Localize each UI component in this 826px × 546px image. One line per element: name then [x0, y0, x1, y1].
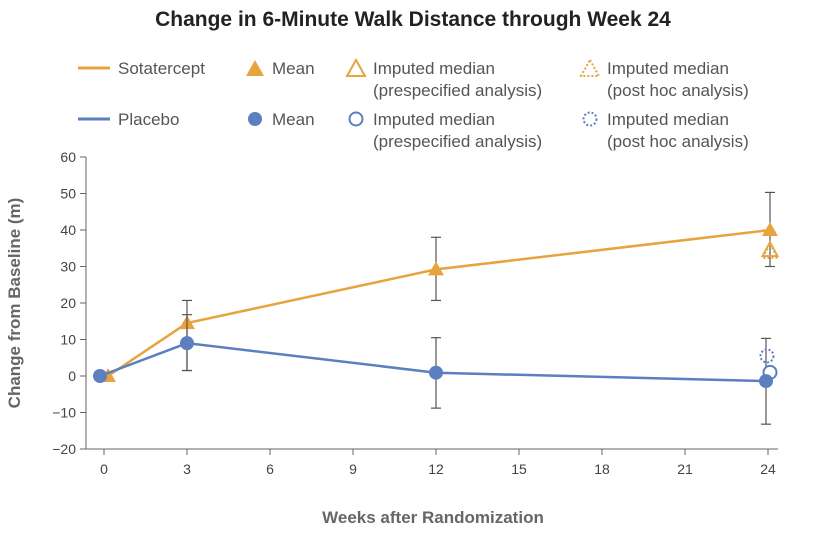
y-tick-label: −10	[52, 405, 76, 421]
legend-sotatercept-mean-marker	[246, 60, 264, 76]
x-tick-label: 21	[677, 461, 693, 477]
x-tick-label: 24	[760, 461, 776, 477]
legend-placebo-mean-marker	[248, 112, 262, 126]
legend-placebo-posthoc-imputed-label: Imputed median	[607, 110, 729, 129]
chart-title: Change in 6-Minute Walk Distance through…	[155, 8, 671, 31]
series-layer	[93, 191, 780, 425]
y-tick-label: 40	[60, 222, 76, 238]
legend-sotatercept-posthoc-label: (post hoc analysis)	[607, 81, 749, 100]
placebo-mean-point	[93, 369, 107, 383]
legend-sotatercept-mean-label: Mean	[272, 59, 315, 78]
x-tick-label: 12	[428, 461, 444, 477]
placebo-mean-point	[429, 365, 443, 380]
legend-placebo-posthoc-marker	[582, 111, 598, 127]
legend-sotatercept-label: Sotatercept	[118, 59, 205, 78]
legend-sotatercept-prespecified-label: (prespecified analysis)	[373, 81, 542, 100]
x-ticks: 0 3 6 9 12 15 18 21 24	[100, 449, 776, 477]
sotatercept-mean-point	[428, 261, 444, 276]
x-tick-label: 15	[511, 461, 527, 477]
x-tick-label: 18	[594, 461, 610, 477]
y-tick-label: 0	[68, 368, 76, 384]
legend-placebo-posthoc-label: (post hoc analysis)	[607, 132, 749, 151]
legend-placebo-label: Placebo	[118, 110, 179, 129]
y-tick-label: 60	[60, 149, 76, 165]
legend-placebo-prespecified-marker	[348, 111, 364, 127]
placebo-mean-point	[759, 374, 773, 389]
legend-sotatercept-posthoc-marker	[579, 57, 601, 77]
x-tick-label: 0	[100, 461, 108, 477]
legend: Sotatercept Mean Imputed median (prespec…	[78, 57, 749, 151]
legend-placebo-imputed-label: Imputed median	[373, 110, 495, 129]
x-tick-label: 9	[349, 461, 357, 477]
legend-placebo-prespecified-label: (prespecified analysis)	[373, 132, 542, 151]
y-tick-label: −20	[52, 441, 76, 457]
placebo-imputed-posthoc-marker	[759, 348, 775, 364]
sotatercept-imputed-prespecified-marker	[760, 240, 780, 257]
y-tick-label: 20	[60, 295, 76, 311]
placebo-mean-point	[180, 336, 194, 351]
y-tick-label: 50	[60, 186, 76, 202]
y-tick-label: 10	[60, 332, 76, 348]
legend-placebo-mean-label: Mean	[272, 110, 315, 129]
x-axis-label: Weeks after Randomization	[322, 508, 544, 527]
x-tick-label: 6	[266, 461, 274, 477]
placebo-line	[99, 341, 767, 383]
y-tick-label: 30	[60, 259, 76, 275]
sotatercept-line	[107, 228, 771, 378]
legend-sotatercept-prespecified-marker	[345, 57, 367, 77]
y-ticks: −20 −10 0 10 20 30 40 50 60	[52, 149, 86, 457]
x-tick-label: 3	[183, 461, 191, 477]
legend-sotatercept-imputed-label: Imputed median	[373, 59, 495, 78]
y-axis-label: Change from Baseline (m)	[5, 198, 24, 409]
sotatercept-mean-point	[762, 222, 778, 236]
legend-sotatercept-posthoc-imputed-label: Imputed median	[607, 59, 729, 78]
